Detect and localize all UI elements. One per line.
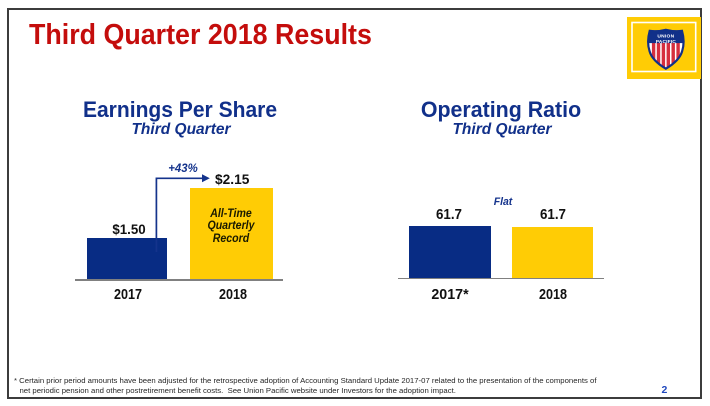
svg-text:UNION: UNION (657, 34, 674, 40)
svg-text:PACIFIC: PACIFIC (656, 39, 677, 45)
